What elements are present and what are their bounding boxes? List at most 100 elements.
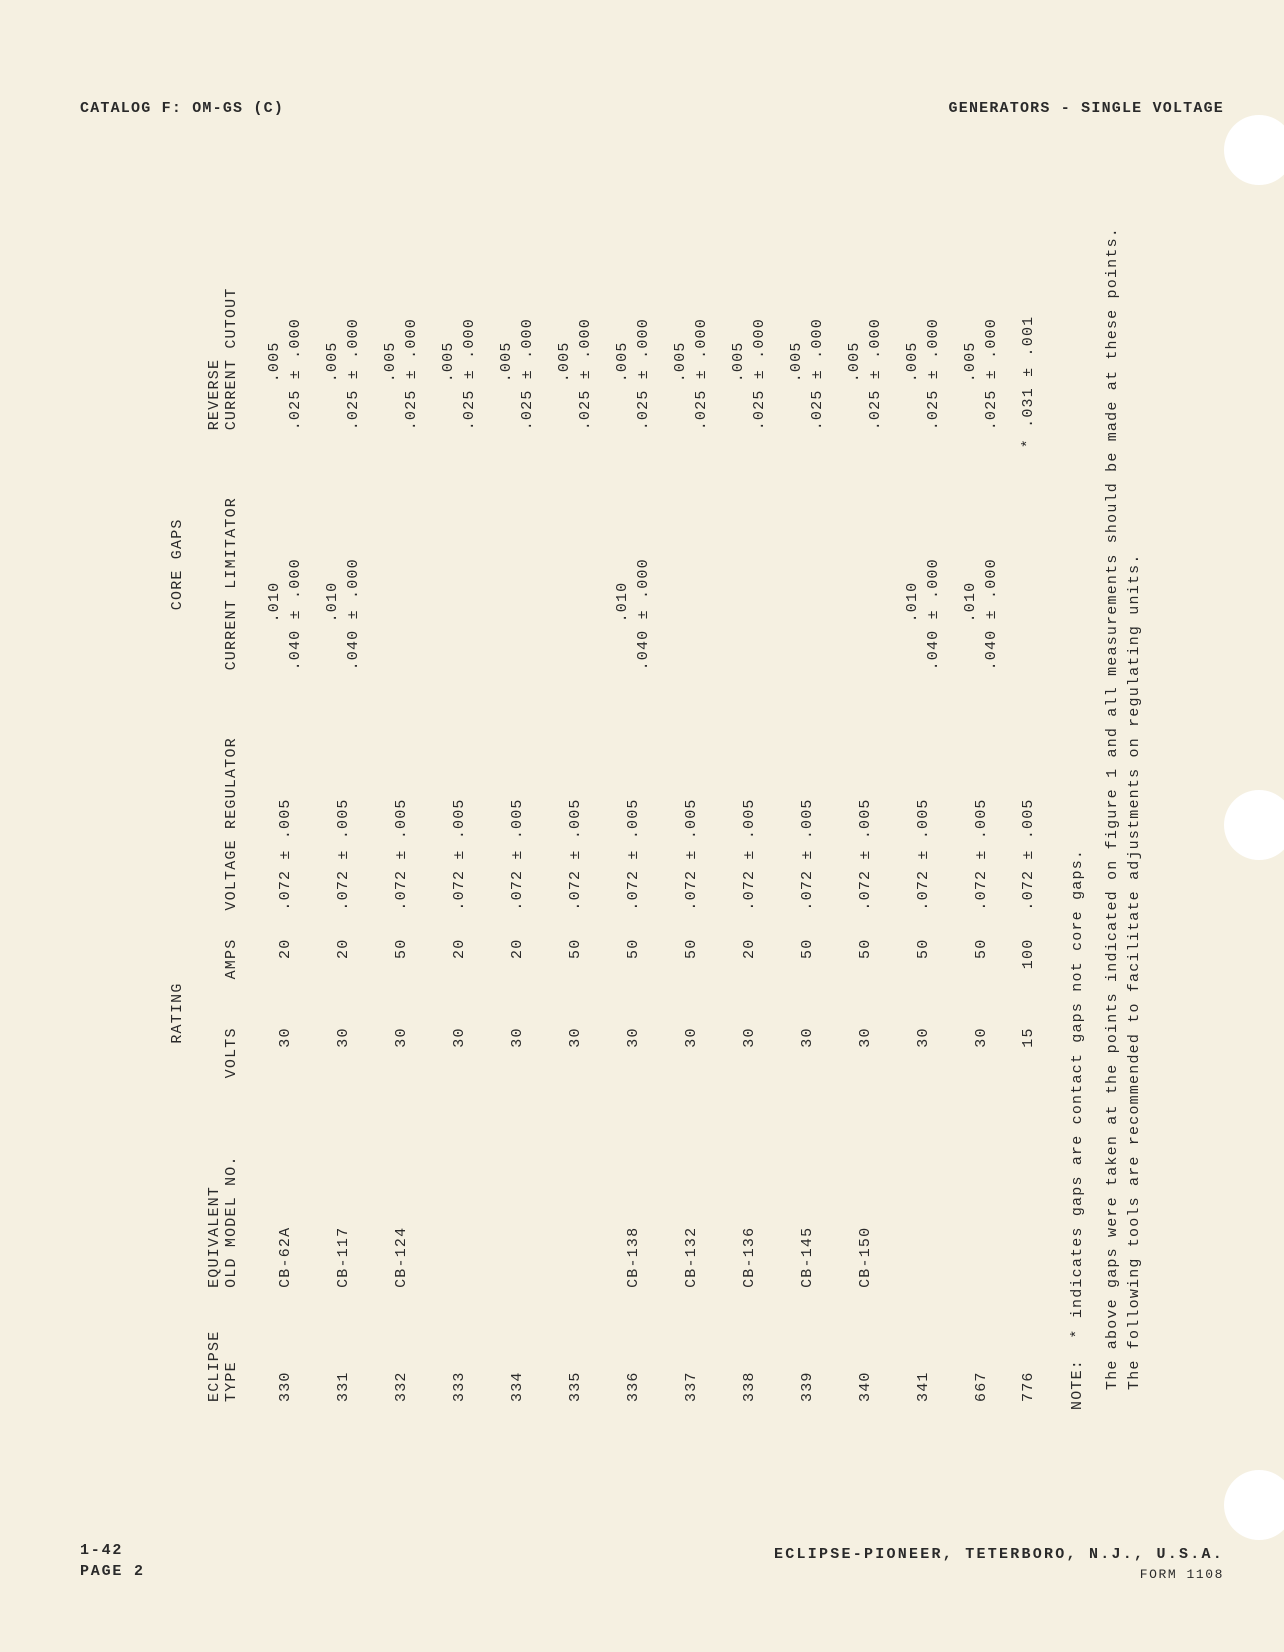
table-row: 6673050.072 ± .005.010.040 ± .000.005.02… <box>952 210 1010 1410</box>
cell-type: 332 <box>372 1296 430 1410</box>
footer-form: FORM 1108 <box>774 1567 1224 1582</box>
cell-voltage-regulator: .072 ± .005 <box>778 678 836 918</box>
col-current-limitator: CURRENT LIMITATOR <box>202 438 256 678</box>
col-eclipse-type: ECLIPSETYPE <box>202 1296 256 1410</box>
col-equiv-model: EQUIVALENTOLD MODEL NO. <box>202 1107 256 1295</box>
cell-reverse-current-cutout: .005.025 ± .000 <box>894 210 952 438</box>
cell-model <box>488 1107 546 1295</box>
cell-type: 337 <box>662 1296 720 1410</box>
cell-reverse-current-cutout: .005.025 ± .000 <box>720 210 778 438</box>
cell-model: CB-150 <box>836 1107 894 1295</box>
note-label: NOTE: <box>1069 1359 1086 1410</box>
cell-current-limitator <box>546 438 604 678</box>
catalog-label: CATALOG F: OM-GS (C) <box>80 100 284 117</box>
col-amps: AMPS <box>202 919 256 1008</box>
table-row: 331CB-1173020.072 ± .005.010.040 ± .000.… <box>314 210 372 1410</box>
cell-model: CB-124 <box>372 1107 430 1295</box>
cell-volts: 30 <box>314 1007 372 1107</box>
cell-type: 667 <box>952 1296 1010 1410</box>
cell-reverse-current-cutout: .005.025 ± .000 <box>778 210 836 438</box>
note-text: * indicates gaps are contact gaps not co… <box>1069 849 1086 1339</box>
cell-voltage-regulator: .072 ± .005 <box>314 678 372 918</box>
cell-type: 336 <box>604 1296 662 1410</box>
data-table: RATING CORE GAPS ECLIPSETYPE EQUIVALENTO… <box>165 210 1047 1410</box>
cell-voltage-regulator: .072 ± .005 <box>662 678 720 918</box>
cell-current-limitator: .010.040 ± .000 <box>256 438 314 678</box>
cell-amps: 50 <box>546 919 604 1008</box>
note-paragraph: The above gaps were taken at the points … <box>1102 210 1147 1410</box>
cell-voltage-regulator: .072 ± .005 <box>720 678 778 918</box>
cell-current-limitator <box>778 438 836 678</box>
cell-reverse-current-cutout: .005.025 ± .000 <box>314 210 372 438</box>
cell-current-limitator <box>662 438 720 678</box>
cell-reverse-current-cutout: .005.025 ± .000 <box>662 210 720 438</box>
cell-volts: 30 <box>256 1007 314 1107</box>
cell-current-limitator <box>430 438 488 678</box>
cell-type: 334 <box>488 1296 546 1410</box>
table-row: 3413050.072 ± .005.010.040 ± .000.005.02… <box>894 210 952 1410</box>
cell-volts: 30 <box>488 1007 546 1107</box>
cell-current-limitator: .010.040 ± .000 <box>314 438 372 678</box>
cell-type: 341 <box>894 1296 952 1410</box>
cell-type: 338 <box>720 1296 778 1410</box>
cell-model: CB-117 <box>314 1107 372 1295</box>
cell-model: CB-138 <box>604 1107 662 1295</box>
col-volts: VOLTS <box>202 1007 256 1107</box>
cell-voltage-regulator: .072 ± .005 <box>952 678 1010 918</box>
cell-voltage-regulator: .072 ± .005 <box>894 678 952 918</box>
table-row: 77615100.072 ± .005.031 ± .001 <box>1010 210 1047 1410</box>
cell-model <box>546 1107 604 1295</box>
section-label: GENERATORS - SINGLE VOLTAGE <box>949 100 1224 117</box>
cell-amps: 20 <box>720 919 778 1008</box>
cell-volts: 30 <box>894 1007 952 1107</box>
cell-current-limitator: .010.040 ± .000 <box>894 438 952 678</box>
footer-company: ECLIPSE-PIONEER, TETERBORO, N.J., U.S.A. <box>774 1546 1224 1563</box>
cell-amps: 50 <box>604 919 662 1008</box>
cell-reverse-current-cutout: .005.025 ± .000 <box>952 210 1010 438</box>
cell-reverse-current-cutout: .005.025 ± .000 <box>836 210 894 438</box>
table-row: 336CB-1383050.072 ± .005.010.040 ± .000.… <box>604 210 662 1410</box>
cell-model: CB-145 <box>778 1107 836 1295</box>
cell-volts: 30 <box>952 1007 1010 1107</box>
table-row: 338CB-1363020.072 ± .005.005.025 ± .000 <box>720 210 778 1410</box>
cell-reverse-current-cutout: .005.025 ± .000 <box>546 210 604 438</box>
cell-reverse-current-cutout: .005.025 ± .000 <box>430 210 488 438</box>
cell-current-limitator <box>720 438 778 678</box>
cell-model <box>430 1107 488 1295</box>
cell-amps: 20 <box>430 919 488 1008</box>
table-row: 3343020.072 ± .005.005.025 ± .000 <box>488 210 546 1410</box>
cell-amps: 50 <box>778 919 836 1008</box>
table-row: 337CB-1323050.072 ± .005.005.025 ± .000 <box>662 210 720 1410</box>
cell-volts: 30 <box>430 1007 488 1107</box>
table-row: 333 3020.072 ± .005 .005.025 ± .000 <box>430 210 488 1410</box>
table-row: 332CB-1243050.072 ± .005.005.025 ± .000 <box>372 210 430 1410</box>
cell-model <box>894 1107 952 1295</box>
cell-voltage-regulator: .072 ± .005 <box>256 678 314 918</box>
cell-type: 335 <box>546 1296 604 1410</box>
table-row: 339CB-1453050.072 ± .005.005.025 ± .000 <box>778 210 836 1410</box>
cell-type: 330 <box>256 1296 314 1410</box>
cell-current-limitator <box>488 438 546 678</box>
cell-voltage-regulator: .072 ± .005 <box>836 678 894 918</box>
cell-type: 333 <box>430 1296 488 1410</box>
cell-voltage-regulator: .072 ± .005 <box>430 678 488 918</box>
header-rating: RATING <box>165 919 202 1108</box>
cell-model <box>1010 1107 1047 1295</box>
cell-model: CB-132 <box>662 1107 720 1295</box>
cell-type: 331 <box>314 1296 372 1410</box>
cell-voltage-regulator: .072 ± .005 <box>604 678 662 918</box>
cell-current-limitator: .010.040 ± .000 <box>604 438 662 678</box>
cell-voltage-regulator: .072 ± .005 <box>488 678 546 918</box>
cell-amps: 20 <box>314 919 372 1008</box>
cell-type: 339 <box>778 1296 836 1410</box>
cell-voltage-regulator: .072 ± .005 <box>546 678 604 918</box>
cell-amps: 100 <box>1010 919 1047 1008</box>
col-voltage-regulator: VOLTAGE REGULATOR <box>202 678 256 918</box>
cell-volts: 30 <box>546 1007 604 1107</box>
footer-date: 1-42 <box>80 1540 145 1561</box>
cell-volts: 15 <box>1010 1007 1047 1107</box>
col-reverse-current-cutout: REVERSECURRENT CUTOUT <box>202 210 256 438</box>
note-line: NOTE: * indicates gaps are contact gaps … <box>1067 210 1090 1410</box>
cell-current-limitator <box>372 438 430 678</box>
footer-page: PAGE 2 <box>80 1561 145 1582</box>
